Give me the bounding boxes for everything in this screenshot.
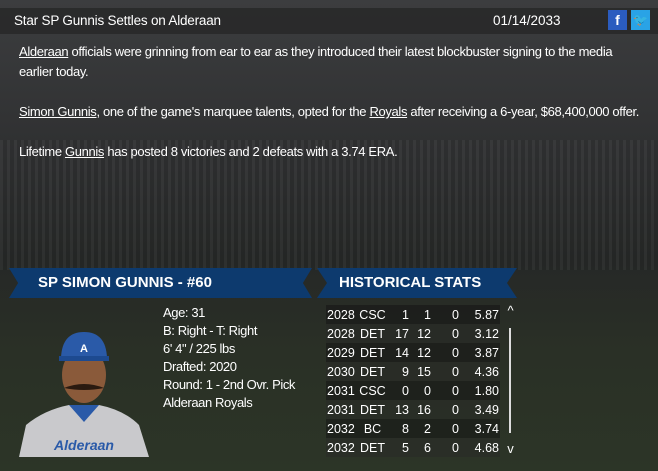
stats-cell: 2 xyxy=(410,419,432,438)
player-banner: SP SIMON GUNNIS - #60 xyxy=(9,268,312,298)
paragraph-2: Simon Gunnis, one of the game's marquee … xyxy=(19,104,639,119)
scroll-up-icon[interactable]: ^ xyxy=(507,303,514,318)
stats-scrollbar[interactable]: ^ v xyxy=(504,303,517,456)
stats-cell: CSC xyxy=(357,305,388,324)
player-photo: A Alderaan xyxy=(19,332,149,457)
stats-cell: 0 xyxy=(432,305,460,324)
stats-row: 2029 DET 14 12 0 3.87 xyxy=(326,343,500,362)
news-date: 01/14/2033 xyxy=(493,13,561,28)
stats-cell: 5.87 xyxy=(460,305,500,324)
player-bats-throws: B: Right - T: Right xyxy=(163,323,258,338)
player-round: Round: 1 - 2nd Ovr. Pick xyxy=(163,377,296,392)
stats-cell: DET xyxy=(357,362,388,381)
stats-cell: 0 xyxy=(432,419,460,438)
stats-row: 2031 CSC 0 0 0 1.80 xyxy=(326,381,500,400)
team-link-royals[interactable]: Royals xyxy=(369,104,408,119)
stats-cell: 4.36 xyxy=(460,362,500,381)
twitter-icon: 🐦 xyxy=(633,13,648,27)
cap-logo: A xyxy=(80,343,88,355)
jersey-text: Alderaan xyxy=(53,437,114,453)
stats-cell: 0 xyxy=(432,438,460,457)
facebook-icon: f xyxy=(615,12,620,28)
player-age: Age: 31 xyxy=(163,305,206,320)
stats-cell: 1 xyxy=(388,305,410,324)
paragraph-3: Lifetime Gunnis has posted 8 victories a… xyxy=(19,144,398,159)
stats-cell: DET xyxy=(357,324,388,343)
stats-cell: 12 xyxy=(410,324,432,343)
stadium-background xyxy=(0,140,658,270)
stats-cell: DET xyxy=(357,438,388,457)
stats-cell: 3.49 xyxy=(460,400,500,419)
facebook-share-button[interactable]: f xyxy=(608,10,627,30)
stats-cell: 1 xyxy=(410,305,432,324)
stats-cell: 0 xyxy=(432,362,460,381)
paragraph-1: Alderaan officials were grinning from ea… xyxy=(19,44,613,79)
stats-cell: 14 xyxy=(388,343,410,362)
news-title: Star SP Gunnis Settles on Alderaan xyxy=(14,13,221,28)
stats-cell: 2028 xyxy=(326,305,357,324)
stats-row: 2028 CSC 1 1 0 5.87 xyxy=(326,305,500,324)
stats-cell: 5 xyxy=(388,438,410,457)
stats-cell: 0 xyxy=(410,381,432,400)
title-bar: Star SP Gunnis Settles on Alderaan 01/14… xyxy=(0,8,658,34)
stats-cell: 12 xyxy=(410,343,432,362)
scroll-down-icon[interactable]: v xyxy=(507,441,514,456)
stats-cell: 0 xyxy=(432,381,460,400)
stats-cell: 3.74 xyxy=(460,419,500,438)
stats-cell: 3.87 xyxy=(460,343,500,362)
player-link[interactable]: Simon Gunnis, xyxy=(19,104,100,119)
stats-cell: 9 xyxy=(388,362,410,381)
player-drafted: Drafted: 2020 xyxy=(163,359,237,374)
stats-row: 2032 DET 5 6 0 4.68 xyxy=(326,438,500,457)
stats-cell: 16 xyxy=(410,400,432,419)
stats-cell: 0 xyxy=(432,324,460,343)
team-link-alderaan[interactable]: Alderaan xyxy=(19,44,69,59)
stats-cell: 2029 xyxy=(326,343,357,362)
stats-cell: BC xyxy=(357,419,388,438)
stats-cell: 15 xyxy=(410,362,432,381)
stats-cell: 0 xyxy=(388,381,410,400)
stats-cell: 0 xyxy=(432,400,460,419)
stats-cell: 13 xyxy=(388,400,410,419)
stats-cell: 2032 xyxy=(326,419,357,438)
player-size: 6' 4" / 225 lbs xyxy=(163,341,235,356)
stats-cell: 1.80 xyxy=(460,381,500,400)
stats-cell: 6 xyxy=(410,438,432,457)
stats-row: 2030 DET 9 15 0 4.36 xyxy=(326,362,500,381)
historical-stats-table: 2028 CSC 1 1 0 5.87 2028 DET 17 12 0 3.12 2029 DET 14 1… xyxy=(326,305,500,457)
stats-cell: 2031 xyxy=(326,400,357,419)
stats-row: 2028 DET 17 12 0 3.12 xyxy=(326,324,500,343)
stats-cell: 2028 xyxy=(326,324,357,343)
stats-banner: HISTORICAL STATS xyxy=(317,268,517,298)
stats-cell: DET xyxy=(357,343,388,362)
scroll-track[interactable] xyxy=(509,328,511,433)
stats-cell: 17 xyxy=(388,324,410,343)
stats-row: 2032 BC 8 2 0 3.74 xyxy=(326,419,500,438)
stats-cell: 4.68 xyxy=(460,438,500,457)
stats-cell: CSC xyxy=(357,381,388,400)
player-link-gunnis[interactable]: Gunnis xyxy=(64,144,105,159)
stats-cell: 0 xyxy=(432,343,460,362)
stats-cell: 2030 xyxy=(326,362,357,381)
article-body: Alderaan officials were grinning from ea… xyxy=(19,42,644,182)
player-info: Age: 31 B: Right - T: Right 6' 4" / 225 … xyxy=(163,304,321,412)
player-team: Alderaan Royals xyxy=(163,395,253,410)
stats-cell: 2032 xyxy=(326,438,357,457)
stats-cell: 8 xyxy=(388,419,410,438)
stats-cell: 2031 xyxy=(326,381,357,400)
stats-cell: 3.12 xyxy=(460,324,500,343)
stats-row: 2031 DET 13 16 0 3.49 xyxy=(326,400,500,419)
twitter-share-button[interactable]: 🐦 xyxy=(631,10,650,30)
stats-cell: DET xyxy=(357,400,388,419)
